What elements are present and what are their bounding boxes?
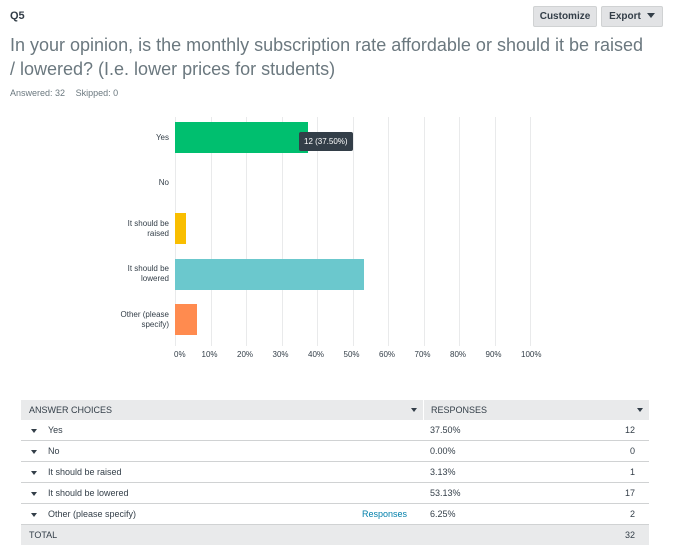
table-row: Yes 37.50% 12 — [21, 420, 649, 441]
expand-caret-icon[interactable] — [31, 429, 37, 433]
responses-header[interactable]: RESPONSES — [423, 400, 649, 420]
answer-choice-label: Other (please specify) — [48, 509, 137, 519]
table-row: It should be lowered 53.13% 17 — [21, 483, 649, 504]
responses-link[interactable]: Responses — [361, 509, 407, 519]
response-count: 17 — [624, 488, 635, 498]
bar-chart: Yes No It should be raised It should be lower… — [94, 117, 542, 359]
gridline — [246, 117, 247, 346]
bar[interactable] — [175, 122, 309, 153]
answer-choices-label: ANSWER CHOICES — [29, 405, 113, 415]
gridline — [459, 117, 460, 346]
x-tick-label: 60% — [379, 350, 396, 359]
table-row: It should be raised 3.13% 1 — [21, 462, 649, 483]
gridline — [281, 117, 283, 346]
x-tick-label: 90% — [485, 350, 502, 359]
x-tick-label: 30% — [272, 350, 289, 359]
response-percent: 0.00% — [430, 446, 456, 456]
table-row: Other (please specify) Responses 6.25% 2 — [21, 504, 649, 525]
category-label-line: Yes — [155, 132, 169, 142]
expand-caret-icon[interactable] — [31, 450, 37, 454]
gridline — [494, 117, 496, 346]
bar-tooltip: 12 (37.50%) — [299, 132, 353, 151]
x-tick-label: 80% — [450, 350, 467, 359]
x-tick-label: 50% — [343, 350, 360, 359]
gridline — [423, 117, 425, 346]
x-tick-label: 40% — [308, 350, 325, 359]
gridline — [210, 117, 212, 346]
answer-choice-label: No — [48, 446, 60, 456]
answer-choice-cell: Yes — [21, 420, 423, 440]
answer-choices-header[interactable]: ANSWER CHOICES — [21, 400, 423, 420]
question-number: Q5 — [10, 10, 25, 22]
x-tick-label: 10% — [201, 350, 218, 359]
x-tick-label: 20% — [237, 350, 254, 359]
category-label-line: specify) — [141, 319, 169, 329]
response-count: 0 — [629, 446, 635, 456]
category-label: It should be raised — [94, 219, 169, 239]
x-tick-label: 70% — [414, 350, 431, 359]
category-label: Yes — [94, 133, 169, 143]
x-tick-label: 0% — [174, 350, 186, 359]
response-percent: 37.50% — [430, 425, 461, 435]
gridline — [388, 117, 389, 346]
category-label: It should be lowered — [94, 264, 169, 284]
category-label-line: It should be — [127, 264, 169, 273]
response-count: 1 — [629, 467, 635, 477]
answer-choice-cell: It should be raised — [21, 462, 423, 482]
category-label: Other (please specify) — [94, 310, 169, 330]
response-percent: 6.25% — [430, 509, 456, 519]
customize-button[interactable]: Customize — [533, 6, 597, 27]
export-label: Export — [609, 11, 641, 22]
answer-choice-label: Yes — [48, 425, 63, 435]
sort-caret-icon[interactable] — [637, 408, 643, 412]
gridline — [530, 117, 531, 346]
total-label: TOTAL — [29, 530, 58, 540]
gridline — [352, 117, 354, 346]
category-label-line: Other (please — [120, 309, 169, 319]
gridline — [317, 117, 318, 346]
expand-caret-icon[interactable] — [31, 492, 37, 496]
question-title: In your opinion, is the monthly subscrip… — [10, 35, 644, 79]
bar[interactable] — [175, 258, 364, 290]
response-count: 2 — [629, 509, 635, 519]
response-count: 12 — [624, 425, 635, 435]
answer-choice-cell: Other (please specify) Responses — [21, 504, 423, 524]
category-label-line: raised — [147, 228, 169, 238]
response-meta: Answered: 32 Skipped: 0 — [10, 88, 126, 98]
total-row: TOTAL 32 — [21, 525, 649, 545]
table-header: ANSWER CHOICES RESPONSES — [21, 400, 649, 420]
response-percent: 53.13% — [430, 488, 461, 498]
bar[interactable] — [175, 304, 198, 335]
expand-caret-icon[interactable] — [31, 513, 37, 517]
response-percent: 3.13% — [430, 467, 456, 477]
table-row: No 0.00% 0 — [21, 441, 649, 462]
answered-count: Answered: 32 — [10, 88, 66, 98]
category-label-line: lowered — [140, 274, 169, 283]
answer-choice-cell: It should be lowered — [21, 483, 423, 503]
expand-caret-icon[interactable] — [31, 471, 37, 475]
responses-table: ANSWER CHOICES RESPONSES Yes 37.50% 12 No 0.… — [21, 400, 649, 545]
customize-label: Customize — [539, 11, 591, 22]
category-label-line: It should be — [127, 218, 169, 228]
chevron-down-icon — [646, 13, 655, 18]
bar[interactable] — [175, 213, 187, 244]
answer-choice-cell: No — [21, 441, 423, 461]
x-tick-label: 100% — [521, 350, 542, 359]
answer-choice-label: It should be raised — [48, 467, 122, 477]
sort-caret-icon[interactable] — [411, 408, 417, 412]
skipped-count: Skipped: 0 — [75, 88, 119, 98]
answer-choice-label: It should be lowered — [48, 488, 129, 498]
export-button[interactable]: Export — [601, 6, 663, 27]
responses-label: RESPONSES — [431, 405, 488, 415]
total-count: 32 — [624, 530, 635, 540]
category-label-line: No — [158, 178, 169, 187]
category-label: No — [94, 178, 169, 188]
